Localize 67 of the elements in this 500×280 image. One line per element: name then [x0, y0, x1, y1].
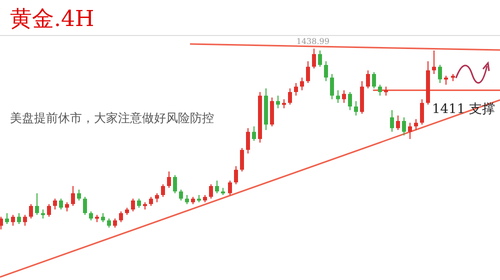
candlestick	[420, 98, 424, 126]
candlestick	[270, 96, 274, 127]
candlestick	[414, 118, 418, 130]
candlestick	[294, 82, 298, 96]
candlestick	[101, 212, 105, 223]
candlestick	[11, 214, 15, 226]
candlestick	[444, 75, 448, 86]
candlestick	[83, 196, 87, 216]
candlestick	[438, 64, 442, 84]
candlestick	[348, 92, 352, 111]
candlestick	[0, 216, 3, 230]
candlestick	[282, 98, 286, 109]
candlestick	[179, 189, 183, 201]
candlestick	[65, 202, 69, 212]
candlestick	[29, 204, 33, 220]
candlestick	[59, 198, 63, 210]
candlestick	[107, 218, 111, 228]
chart-title: 黄金.4H	[10, 6, 94, 34]
candlestick	[372, 72, 376, 89]
candlestick	[167, 171, 171, 188]
candlestick	[155, 192, 159, 203]
candlestick	[234, 166, 238, 185]
candlestick	[432, 50, 436, 74]
candlestick	[5, 212, 9, 224]
candlestick	[312, 48, 316, 70]
candlestick	[390, 110, 394, 132]
candlestick	[41, 209, 45, 220]
candlestick	[23, 214, 27, 226]
candlestick	[276, 95, 280, 109]
text: 1438.99	[296, 36, 330, 46]
candlestick	[228, 180, 232, 196]
candlestick	[71, 186, 75, 206]
candlestick	[35, 192, 39, 216]
candlestick	[300, 77, 304, 91]
annotation: 美盘提前休市，大家注意做好风险防控	[10, 110, 214, 127]
candlestick	[131, 198, 135, 212]
candlestick	[330, 73, 334, 100]
candlestick	[354, 100, 358, 116]
candlestick	[252, 126, 256, 142]
candlestick	[47, 204, 51, 218]
candlestick	[288, 88, 292, 106]
candlestick	[77, 189, 81, 201]
candlestick	[119, 210, 123, 223]
candlestick	[336, 90, 340, 104]
candlestick	[246, 128, 250, 154]
candlestick	[240, 148, 244, 172]
candlestick	[402, 116, 406, 136]
candlestick	[149, 196, 153, 206]
candlestick	[185, 194, 189, 205]
candlestick	[378, 84, 382, 96]
candlestick	[384, 86, 388, 96]
candlestick	[173, 174, 177, 194]
candlestick	[89, 210, 93, 221]
candlestick	[408, 122, 412, 140]
candlestick	[53, 198, 57, 210]
candlestick	[318, 50, 322, 68]
candlestick	[113, 218, 117, 228]
candlestick	[17, 212, 21, 224]
candlestick	[306, 60, 310, 84]
candlestick	[366, 70, 370, 89]
candlestick	[396, 115, 400, 130]
candlestick	[342, 90, 346, 104]
candlestick	[215, 180, 219, 194]
candlestick	[209, 184, 213, 200]
candlestick	[137, 198, 141, 208]
candlestick	[161, 184, 165, 198]
candlestick	[324, 60, 328, 82]
